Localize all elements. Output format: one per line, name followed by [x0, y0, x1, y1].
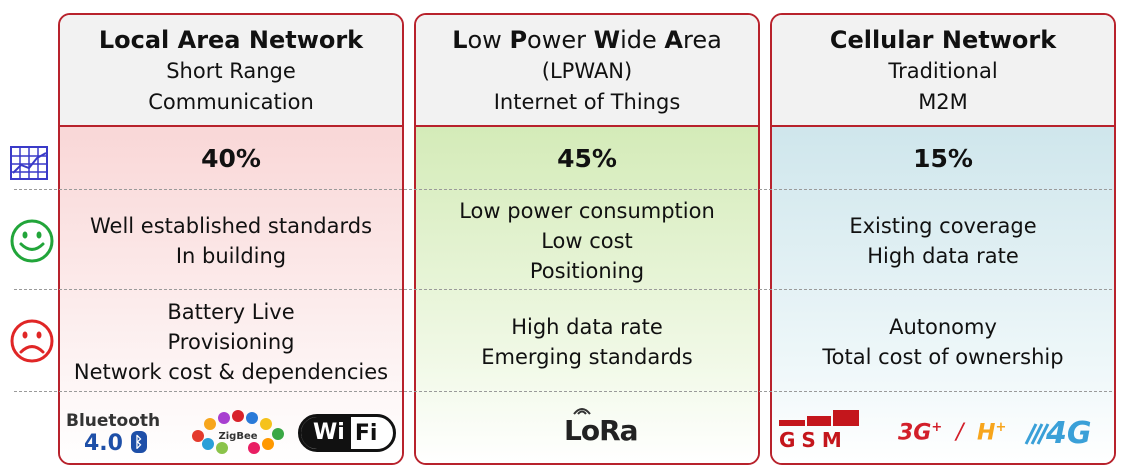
con-item: Total cost of ownership: [822, 345, 1064, 369]
column-subtitle: Traditional: [888, 59, 998, 83]
bar-chart-icon: [10, 146, 48, 180]
con-item: Emerging standards: [481, 345, 693, 369]
lora-logo: LoRa: [564, 402, 644, 458]
con-item: Network cost & dependencies: [73, 360, 389, 384]
row-divider: [14, 391, 1112, 392]
column-header: Low Power Wide Area (LPWAN) Internet of …: [416, 15, 758, 127]
column-subtitle: Communication: [148, 90, 314, 114]
con-item: Autonomy: [889, 315, 997, 339]
pro-item: High data rate: [867, 244, 1019, 268]
column-body: 15% Existing coverage High data rate Aut…: [772, 127, 1114, 463]
row-divider: [14, 189, 1112, 190]
pros-cell: Well established standards In building: [60, 191, 402, 291]
market-share-value: 45%: [557, 144, 617, 173]
bluetooth-rune-icon: ᛒ: [130, 431, 147, 453]
gsm-logo: GSM: [779, 410, 875, 454]
column-title: Cellular Network: [829, 26, 1057, 54]
column-subtitle: (LPWAN): [541, 59, 633, 83]
cons-cell: High data rate Emerging standards: [416, 291, 758, 393]
row-divider: [14, 289, 1112, 290]
smiley-sad-icon: [10, 319, 54, 363]
con-item: High data rate: [511, 315, 663, 339]
con-item: Battery Live: [167, 300, 295, 324]
pro-item: Low power consumption: [459, 199, 715, 223]
smiley-happy-icon: [10, 219, 54, 263]
column-subtitle: Internet of Things: [493, 90, 681, 114]
column-cellular: Cellular Network Traditional M2M 15% Exi…: [770, 13, 1116, 465]
con-item: Provisioning: [167, 330, 295, 354]
column-body: 45% Low power consumption Low cost Posit…: [416, 127, 758, 463]
pro-item: In building: [175, 244, 287, 268]
pro-item: Positioning: [529, 259, 645, 283]
column-title: Local Area Network: [98, 26, 364, 54]
pro-item: Existing coverage: [849, 214, 1037, 238]
pro-item: Well established standards: [89, 214, 373, 238]
column-subtitle: M2M: [918, 90, 968, 114]
column-lan: Local Area Network Short Range Communica…: [58, 13, 404, 465]
svg-text:ZigBee: ZigBee: [218, 431, 257, 442]
column-header: Cellular Network Traditional M2M: [772, 15, 1114, 127]
column-body: 40% Well established standards In buildi…: [60, 127, 402, 463]
bluetooth-version: 4.0: [84, 431, 123, 456]
wifi-logo: Wi Fi: [298, 414, 396, 452]
4g-logo: 4G: [1022, 414, 1102, 452]
cons-cell: Battery Live Provisioning Network cost &…: [60, 291, 402, 393]
column-lpwan: Low Power Wide Area (LPWAN) Internet of …: [414, 13, 760, 465]
3g-hplus-logo: 3G+ / H+: [898, 420, 1007, 446]
column-title: Low Power Wide Area: [452, 26, 722, 54]
lora-signal-icon: [573, 408, 591, 415]
pros-cell: Low power consumption Low cost Positioni…: [416, 191, 758, 291]
market-share-value: 40%: [201, 144, 261, 173]
zigbee-logo: ZigBee: [192, 410, 284, 454]
bluetooth-logo: Bluetooth 4.0 ᛒ: [66, 411, 161, 456]
market-share-value: 15%: [913, 144, 973, 173]
column-subtitle: Short Range: [166, 59, 296, 83]
cons-cell: Autonomy Total cost of ownership: [772, 291, 1114, 393]
pros-cell: Existing coverage High data rate: [772, 191, 1114, 291]
signal-stripes-icon: [1024, 423, 1050, 445]
column-header: Local Area Network Short Range Communica…: [60, 15, 402, 127]
pro-item: Low cost: [541, 229, 633, 253]
